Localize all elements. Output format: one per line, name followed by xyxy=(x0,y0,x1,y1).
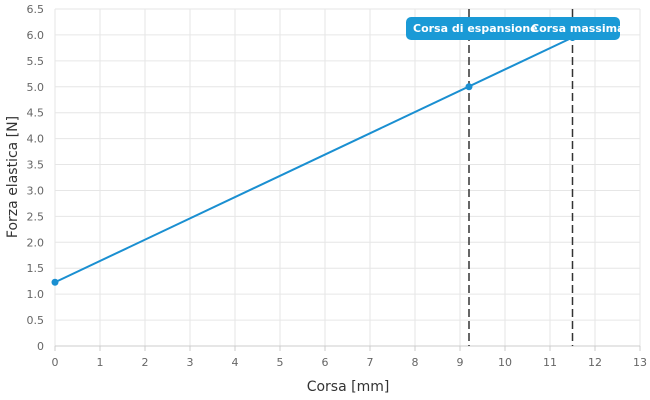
y-tick-label: 5.5 xyxy=(27,55,45,68)
y-tick-label: 4.5 xyxy=(27,107,45,120)
x-tick-label: 8 xyxy=(412,356,419,369)
x-tick-label: 12 xyxy=(588,356,602,369)
callout-box xyxy=(406,17,620,40)
callout-label-massima: Corsa massima xyxy=(531,22,625,35)
x-tick-label: 11 xyxy=(543,356,557,369)
series-line xyxy=(54,36,573,284)
x-tick-label: 1 xyxy=(97,356,104,369)
data-point xyxy=(465,83,473,91)
y-tick-label: 3.0 xyxy=(27,184,45,197)
y-tick-label: 6.0 xyxy=(27,29,45,42)
y-tick-label: 1.5 xyxy=(27,262,45,275)
x-axis-title: Corsa [mm] xyxy=(307,379,390,395)
y-tick-label: 0 xyxy=(37,340,44,353)
y-tick-label: 1.0 xyxy=(27,288,45,301)
y-tick-label: 3.5 xyxy=(27,159,45,172)
x-tick-label: 5 xyxy=(277,356,284,369)
y-tick-label: 0.5 xyxy=(27,314,45,327)
x-tick-label: 13 xyxy=(633,356,647,369)
grid xyxy=(54,8,641,347)
x-tick-label: 10 xyxy=(498,356,512,369)
series xyxy=(54,36,573,284)
reference-lines xyxy=(468,9,574,346)
x-tick-label: 2 xyxy=(142,356,149,369)
x-tick-label: 0 xyxy=(52,356,59,369)
callout-label-espansione: Corsa di espansione xyxy=(413,22,538,35)
x-tick-label: 9 xyxy=(457,356,464,369)
x-tick-label: 7 xyxy=(367,356,374,369)
x-tick-label: 6 xyxy=(322,356,329,369)
data-point xyxy=(51,278,59,286)
x-tick-label: 3 xyxy=(187,356,194,369)
y-tick-label: 2.5 xyxy=(27,210,45,223)
x-tick-label: 4 xyxy=(232,356,239,369)
axes: 0 1 2 3 4 5 6 7 8 9 10 11 12 1300.51.01.52.02.53.03.5… xyxy=(27,3,648,369)
y-tick-label: 6.5 xyxy=(27,3,45,16)
y-tick-label: 2.0 xyxy=(27,236,45,249)
y-tick-label: 4.0 xyxy=(27,133,45,146)
y-axis-title: Forza elastica [N] xyxy=(5,116,21,238)
y-tick-label: 5.0 xyxy=(27,81,45,94)
